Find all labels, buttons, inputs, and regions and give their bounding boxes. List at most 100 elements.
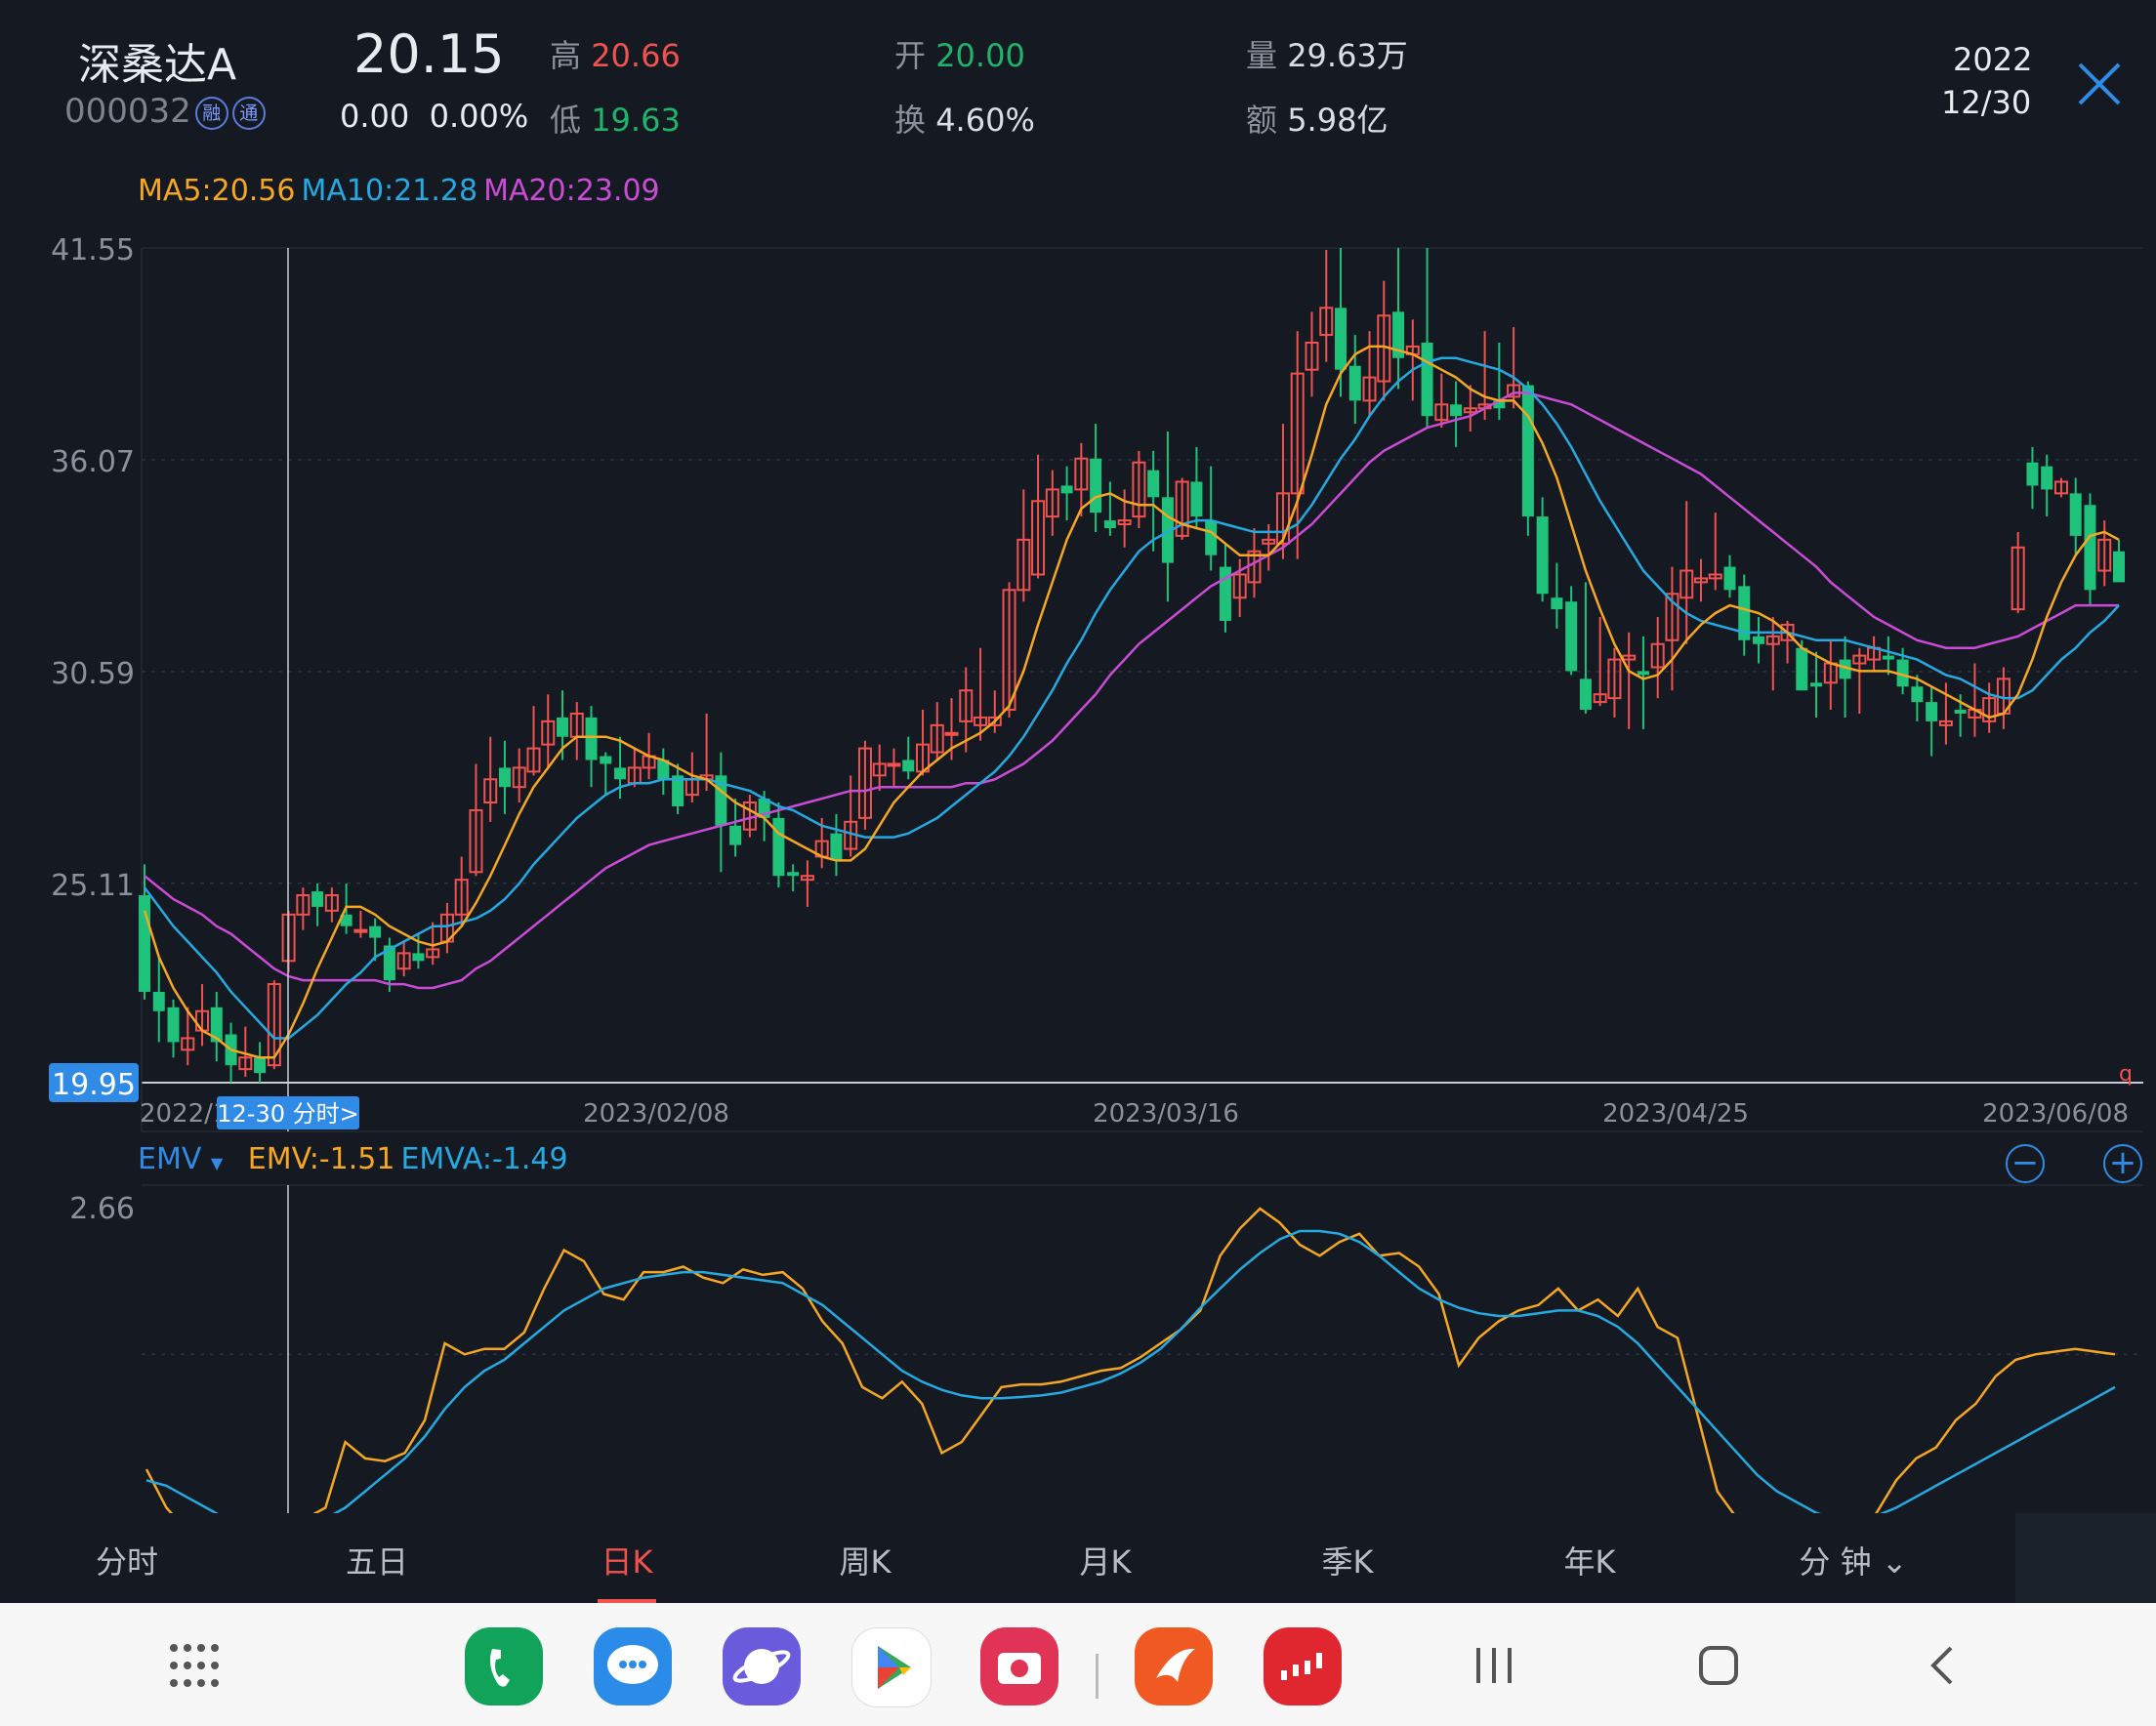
home-button[interactable] (1697, 1644, 1740, 1691)
candle-body (1796, 647, 1808, 691)
candle-body (1551, 597, 1563, 610)
candle (139, 864, 150, 1000)
candle-body (1421, 342, 1433, 417)
candle (1968, 663, 1982, 737)
candle-body (1074, 457, 1089, 491)
candle-body (1090, 458, 1102, 514)
candle (844, 775, 858, 857)
candle-body (1335, 308, 1348, 370)
candle-body (1852, 654, 1867, 665)
candle (729, 799, 742, 857)
candle (2011, 531, 2025, 614)
candle-body (541, 719, 556, 746)
recents-button[interactable] (1472, 1644, 1515, 1691)
candle (1665, 566, 1679, 691)
candle (787, 864, 800, 892)
candle (1723, 555, 1736, 598)
candle (857, 740, 872, 830)
candle (1362, 331, 1377, 417)
candle-body (600, 756, 612, 764)
back-button[interactable] (1922, 1644, 1965, 1691)
candle-body (426, 948, 440, 959)
candle-body (1938, 719, 1953, 726)
turnover-field: 换 4.60% (894, 102, 1035, 139)
close-button[interactable] (2070, 55, 2129, 113)
indicator-selector[interactable]: EMV ▼ (138, 1142, 224, 1176)
candle-body (1493, 400, 1506, 409)
stock-code-row: 000032 融通 (64, 92, 266, 131)
candle (1090, 424, 1102, 532)
candle-body (483, 778, 498, 804)
camera-app-icon[interactable] (980, 1627, 1058, 1705)
candle-body (454, 879, 469, 916)
candle-body (1262, 538, 1276, 545)
browser-app-icon[interactable] (723, 1627, 801, 1705)
candle (772, 802, 785, 888)
y-tick-label: 36.07 (51, 445, 135, 479)
ma20-label: MA20:23.09 (483, 174, 660, 208)
candle-body (1693, 577, 1708, 584)
candle (1810, 651, 1823, 718)
quote-header: 深桑达A 000032 融通 20.15 0.00 0.00% 高 20.66 低… (0, 0, 2156, 156)
candle (915, 710, 930, 776)
candle-body (1147, 470, 1160, 498)
candle-body (959, 689, 974, 722)
app-drawer-button[interactable] (166, 1640, 225, 1697)
candle (627, 748, 642, 788)
play-store-icon[interactable] (851, 1627, 932, 1707)
candle-body (1579, 678, 1592, 711)
tab-8[interactable]: 分 钟 ⌄ (1799, 1543, 1908, 1581)
candle-body (1434, 403, 1449, 422)
candle-body (1738, 586, 1751, 640)
current-price: 20.15 (353, 23, 505, 85)
zoom-out-button[interactable]: − (2006, 1144, 2045, 1183)
tab-6[interactable]: 季K (1321, 1543, 1374, 1581)
candle (1392, 248, 1405, 390)
intraday-link-tag[interactable]: 12-30 分时> (217, 1096, 359, 1130)
candle-body (1593, 693, 1607, 704)
candle-body (1362, 376, 1377, 402)
candle (225, 1022, 237, 1083)
tab-bar-end (2015, 1513, 2156, 1603)
phone-app-icon[interactable] (465, 1627, 543, 1705)
connect-badge[interactable]: 通 (231, 96, 266, 130)
news-app-icon[interactable] (1135, 1627, 1213, 1705)
candle-body (857, 747, 872, 819)
zoom-in-button[interactable]: + (2103, 1144, 2142, 1183)
candle-body (585, 717, 598, 760)
candle (167, 999, 180, 1058)
back-icon (1930, 1646, 1953, 1685)
emv-indicator-chart[interactable]: 2.66 (0, 1132, 2156, 1513)
messages-app-icon[interactable] (594, 1627, 672, 1705)
candle (1738, 574, 1751, 656)
candle (324, 887, 339, 923)
candle-body (498, 767, 511, 788)
candle-body (2097, 538, 2112, 572)
y-tick-label: 30.59 (51, 657, 135, 691)
candle-body (1753, 636, 1765, 644)
candle-body (324, 894, 339, 912)
candle (830, 813, 843, 877)
candle-body (1392, 311, 1405, 358)
ma20-line (144, 391, 2119, 990)
candle (210, 991, 223, 1062)
candle (902, 736, 915, 780)
tab-1[interactable]: 分时 (95, 1543, 158, 1581)
candle (439, 902, 454, 954)
candle-body (1607, 658, 1622, 700)
tab-7[interactable]: 年K (1563, 1543, 1616, 1581)
tab-2[interactable]: 五日 (345, 1543, 408, 1581)
candle (311, 884, 324, 926)
candle (1205, 466, 1218, 571)
tab-4[interactable]: 周K (839, 1543, 891, 1581)
corner-mark: q (2119, 1062, 2133, 1087)
margin-badge[interactable]: 融 (194, 96, 228, 130)
tab-5[interactable]: 月K (1079, 1543, 1132, 1581)
candle (512, 748, 526, 803)
emv-value-label: EMV:-1.51 (247, 1142, 395, 1176)
candle-body (1045, 488, 1059, 518)
stock-app-icon[interactable] (1264, 1627, 1342, 1705)
candle (1348, 335, 1361, 425)
tab-3[interactable]: 日K (549, 1513, 705, 1603)
